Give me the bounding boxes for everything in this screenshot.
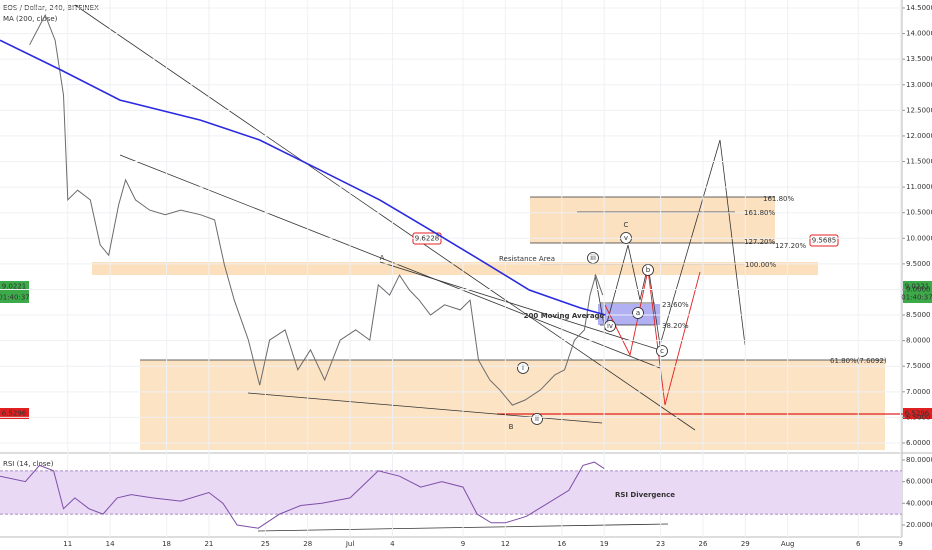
price-label: 9.0221 bbox=[2, 283, 27, 291]
y-tick-label: 13.5000 bbox=[906, 55, 932, 63]
rsi-title: RSI (14, close) bbox=[3, 460, 54, 468]
x-tick-label: 12 bbox=[501, 540, 510, 548]
wave-box bbox=[598, 304, 660, 325]
annotation: 38.20% bbox=[662, 322, 689, 330]
x-tick-label: 25 bbox=[261, 540, 270, 548]
annotation: a bbox=[636, 309, 640, 317]
x-tick-label: 19 bbox=[600, 540, 609, 548]
annotation: ii bbox=[535, 415, 539, 423]
annotation: iii bbox=[590, 254, 596, 262]
price-axis bbox=[902, 0, 932, 550]
x-tick-label: Aug bbox=[781, 540, 795, 548]
annotation: RSI Divergence bbox=[615, 491, 675, 499]
annotation: B bbox=[509, 423, 514, 431]
y-tick-label: 14.5000 bbox=[906, 4, 932, 12]
x-tick-label: 18 bbox=[162, 540, 171, 548]
annotation: 200 Moving Average bbox=[524, 312, 605, 320]
y-tick-label: 10.0000 bbox=[906, 234, 932, 242]
price-tag bbox=[903, 281, 932, 292]
y-tick-label: 80.0000 bbox=[906, 456, 932, 464]
y-tick-label: 7.0000 bbox=[906, 388, 931, 396]
y-tick-label: 60.0000 bbox=[906, 478, 932, 486]
trend-line bbox=[379, 261, 661, 351]
y-tick-label: 20.0000 bbox=[906, 521, 932, 529]
x-tick-label: 23 bbox=[656, 540, 665, 548]
annotation: b bbox=[646, 266, 651, 274]
annotation: 161.80% bbox=[763, 195, 794, 203]
y-tick-label: 10.5000 bbox=[906, 209, 932, 217]
y-tick-label: 6.5000 bbox=[906, 413, 931, 421]
y-tick-label: 11.5000 bbox=[906, 158, 932, 166]
y-tick-label: 9.5000 bbox=[906, 260, 931, 268]
price-tag bbox=[0, 281, 29, 292]
annotation: i bbox=[522, 364, 524, 372]
series-line bbox=[29, 13, 604, 406]
price-label: 9.5685 bbox=[812, 237, 837, 245]
annotation: 61.80%(7.6092) bbox=[830, 357, 887, 365]
wave-circles bbox=[517, 232, 668, 425]
price-label: 6.5296 bbox=[905, 410, 930, 418]
x-tick-label: 9 bbox=[898, 540, 902, 548]
price-tag bbox=[0, 292, 29, 303]
annotation: v bbox=[624, 234, 628, 242]
x-tick-label: 21 bbox=[204, 540, 213, 548]
x-tick-label: 26 bbox=[699, 540, 708, 548]
chart-subtitle: MA (200, close) bbox=[3, 15, 58, 23]
annotation: 127.20% bbox=[775, 242, 806, 250]
trend-line bbox=[74, 4, 696, 431]
annotation: 23.60% bbox=[662, 301, 689, 309]
annotation: 127.20% bbox=[744, 238, 775, 246]
x-tick-label: 29 bbox=[741, 540, 750, 548]
trend-line bbox=[119, 154, 661, 369]
y-tick-label: 7.5000 bbox=[906, 362, 931, 370]
resistance-zone bbox=[92, 262, 818, 275]
fib-zone bbox=[530, 197, 775, 243]
series-line bbox=[0, 461, 605, 529]
x-tick-label: 11 bbox=[63, 540, 72, 548]
y-tick-label: 9.0000 bbox=[906, 285, 931, 293]
y-tick-label: 14.0000 bbox=[906, 30, 932, 38]
y-tick-label: 12.0000 bbox=[906, 132, 932, 140]
y-tick-label: 8.0000 bbox=[906, 337, 931, 345]
price-tag bbox=[809, 234, 839, 247]
trend-line bbox=[247, 392, 603, 424]
x-tick-label: Jul bbox=[345, 540, 355, 548]
y-tick-label: 11.0000 bbox=[906, 183, 932, 191]
projection bbox=[594, 139, 746, 346]
y-tick-label: 12.5000 bbox=[906, 106, 932, 114]
annotation: A bbox=[380, 254, 385, 262]
price-tag bbox=[903, 408, 932, 419]
annotation: Resistance Area bbox=[499, 255, 555, 263]
price-tag bbox=[903, 292, 932, 303]
y-tick-label: 6.0000 bbox=[906, 439, 931, 447]
x-tick-label: 9 bbox=[461, 540, 465, 548]
y-tick-label: 40.0000 bbox=[906, 499, 932, 507]
price-tag bbox=[0, 408, 29, 419]
annotation: iv bbox=[607, 322, 613, 330]
price-label: 9.6228 bbox=[415, 235, 440, 243]
annotation: c bbox=[660, 347, 664, 355]
price-label: 01:40:37 bbox=[901, 294, 932, 302]
annotation: C bbox=[624, 221, 629, 229]
x-tick-label: 14 bbox=[106, 540, 115, 548]
price-label: 9.0221 bbox=[905, 283, 930, 291]
annotation: 161.80% bbox=[744, 209, 775, 217]
y-tick-label: 13.0000 bbox=[906, 81, 932, 89]
x-tick-label: 16 bbox=[557, 540, 566, 548]
annotation: 100.00% bbox=[745, 261, 776, 269]
price-label: 01:40:37 bbox=[0, 294, 30, 302]
x-tick-label: 4 bbox=[390, 540, 395, 548]
x-tick-label: 28 bbox=[303, 540, 312, 548]
y-tick-label: 8.5000 bbox=[906, 311, 931, 319]
price-label: 6.5296 bbox=[2, 410, 27, 418]
series-line bbox=[0, 39, 606, 316]
x-tick-label: 6 bbox=[856, 540, 861, 548]
rsi-band bbox=[0, 470, 902, 515]
